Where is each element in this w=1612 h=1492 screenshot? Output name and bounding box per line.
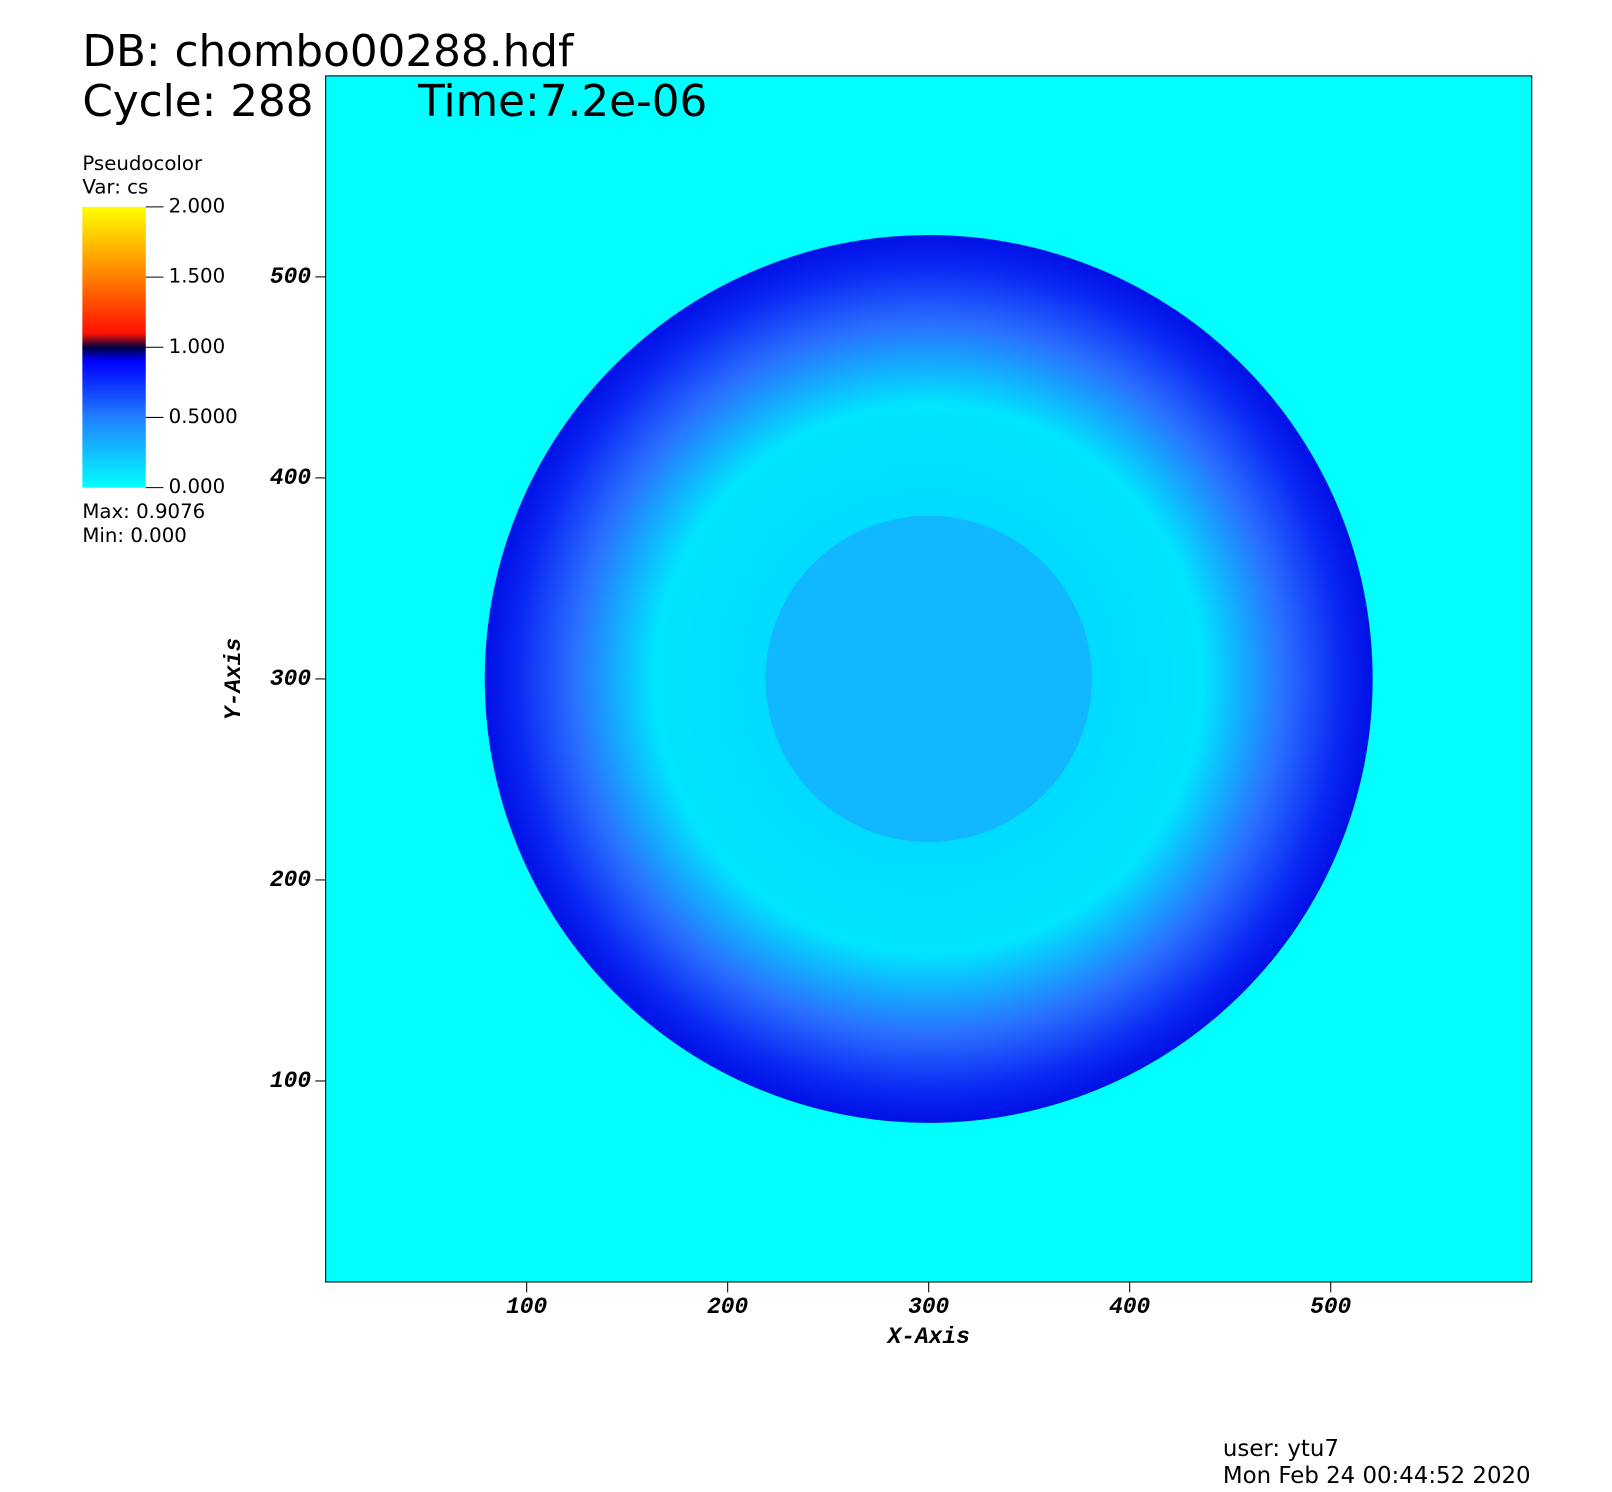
- field: [325, 75, 1533, 1283]
- y-tick-label: 300: [270, 666, 311, 692]
- legend-plot: Pseudocolor: [82, 152, 203, 175]
- colorbar-tick-label: 0.000: [169, 475, 226, 498]
- y-tick-label: 500: [270, 264, 311, 290]
- db-title: DB: chombo00288.hdf: [82, 26, 575, 77]
- cycle-label: Cycle: 288: [82, 76, 313, 127]
- y-tick-label: 200: [270, 867, 311, 893]
- x-axis-title: X-Axis: [886, 1324, 970, 1350]
- inner-core: [765, 515, 1092, 843]
- legend-max: Max: 0.9076: [82, 500, 205, 523]
- colorbar-tick-label: 1.500: [169, 265, 226, 288]
- time-label: Time:7.2e-06: [417, 76, 707, 127]
- x-tick-label: 400: [1109, 1294, 1150, 1320]
- y-tick-label: 100: [270, 1068, 311, 1094]
- x-tick-label: 100: [506, 1294, 547, 1320]
- colorbar-tick-label: 2.000: [169, 194, 226, 217]
- x-tick-label: 300: [908, 1294, 949, 1320]
- y-axis-title: Y-Axis: [221, 638, 247, 720]
- legend-min: Min: 0.000: [82, 524, 187, 547]
- footer-date: Mon Feb 24 00:44:52 2020: [1223, 1463, 1531, 1489]
- colorbar: [82, 206, 146, 488]
- colorbar-tick-label: 1.000: [169, 335, 226, 358]
- x-tick-label: 200: [707, 1294, 748, 1320]
- x-tick-label: 500: [1310, 1294, 1351, 1320]
- legend-var: Var: cs: [82, 176, 148, 199]
- colorbar-tick-label: 0.5000: [169, 405, 238, 428]
- footer-user: user: ytu7: [1223, 1436, 1339, 1462]
- y-tick-label: 400: [270, 465, 311, 491]
